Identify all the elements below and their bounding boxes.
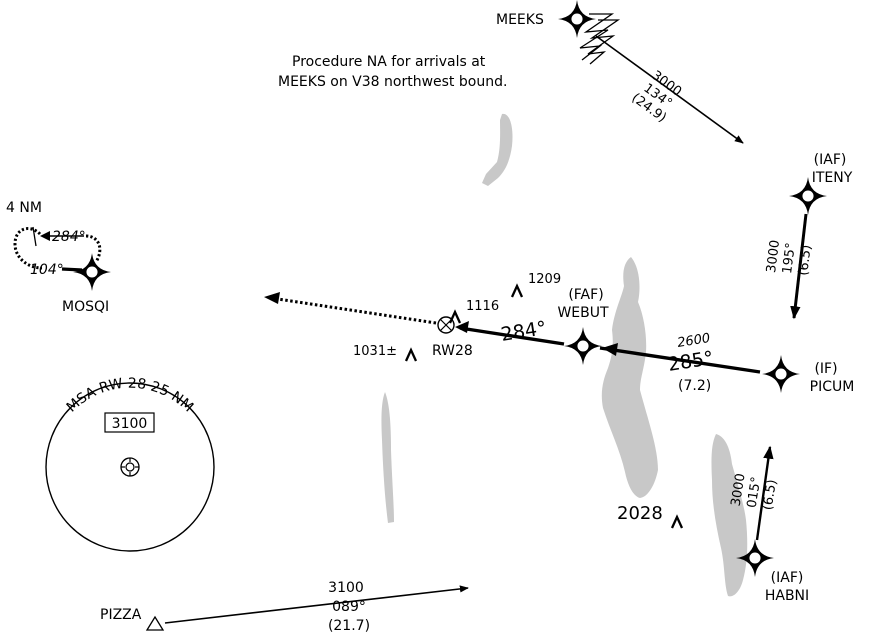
leg-picum-webut-course: 285° — [666, 347, 715, 376]
leg-habni-picum-course: 015° — [745, 476, 765, 509]
fix-pizza[interactable]: PIZZA — [100, 607, 165, 631]
leg-iteny-picum-course: 195° — [780, 242, 799, 275]
leg-iteny-picum-distance: (6.5) — [796, 244, 815, 276]
leg-meeks-iteny-info: 3000 134° (24.9) — [629, 68, 685, 126]
four-point-star-fix-icon — [72, 252, 112, 292]
hold-outbound-course: 104° — [30, 262, 64, 278]
leg-picum-webut-distance: (7.2) — [678, 378, 711, 394]
obstacle-caret-icon — [670, 515, 684, 530]
msa-circle: MSA RW 28 25 NM 3100 — [45, 376, 215, 552]
fix-picum-name: PICUM — [810, 379, 855, 395]
fix-pizza-name: PIZZA — [100, 607, 142, 623]
msa-altitude: 3100 — [112, 416, 148, 432]
leg-habni-picum-distance: (6.5) — [760, 478, 780, 511]
lake-west-strip — [381, 392, 394, 523]
obstacle-1209: 1209 — [510, 272, 561, 299]
vor-triangle-icon — [145, 615, 165, 631]
route-pizza — [164, 585, 469, 624]
route-picum-webut — [599, 346, 761, 374]
intermediate-arrowhead — [602, 343, 618, 356]
fix-meeks-name: MEEKS — [496, 12, 544, 28]
obstacle-caret-icon — [510, 284, 524, 299]
fix-iteny-role: (IAF) — [814, 152, 847, 168]
four-point-star-fix-icon — [557, 0, 597, 39]
lake-north — [482, 113, 513, 186]
hold-distance-tick — [32, 226, 37, 247]
fix-iteny[interactable]: (IAF) ITENY — [788, 152, 853, 216]
obstacle-1116-elevation: 1116 — [466, 299, 499, 314]
hold-inbound-course: 284° — [52, 229, 86, 245]
fix-iteny-name: ITENY — [812, 170, 853, 186]
four-point-star-fix-icon — [761, 354, 801, 394]
route-meeks-iteny — [595, 35, 744, 144]
leg-pizza-course: 089° — [332, 599, 366, 615]
fix-meeks[interactable]: MEEKS — [496, 0, 597, 39]
route-webut-rw28 — [459, 326, 565, 346]
leg-habni-picum-altitude: 3000 — [729, 472, 749, 507]
missed-approach-arrow — [264, 292, 280, 304]
msa-title: MSA RW 28 25 NM — [64, 376, 197, 416]
zigzag-break-icon-2 — [587, 19, 621, 65]
hold-inbound-arrow — [40, 231, 50, 241]
leg-iteny-picum-altitude: 3000 — [764, 239, 783, 274]
leg-iteny-picum-info: 3000 195° (6.5) — [764, 239, 815, 276]
four-point-star-fix-icon — [563, 326, 603, 366]
obstacle-1209-elevation: 1209 — [528, 272, 561, 287]
obstacle-2028: 2028 — [617, 503, 684, 530]
leg-habni-picum-info: 3000 015° (6.5) — [729, 472, 780, 511]
fix-habni-role: (IAF) — [771, 570, 804, 586]
obstacle-1031-elevation: 1031± — [353, 344, 397, 359]
obstacle-1031: 1031± — [353, 344, 418, 363]
hold-outbound-leg — [61, 267, 83, 272]
fix-mosqi-name: MOSQI — [62, 299, 109, 315]
obstacle-2028-elevation: 2028 — [617, 503, 663, 524]
final-arrowhead — [455, 321, 469, 333]
hold-distance: 4 NM — [6, 200, 42, 216]
procedure-note-line1: Procedure NA for arrivals at — [292, 54, 486, 70]
leg-picum-webut-altitude: 2600 — [676, 331, 711, 351]
route-iteny-picum — [790, 213, 808, 320]
leg-pizza-altitude: 3100 — [328, 580, 364, 596]
lake-central — [601, 257, 658, 498]
obstacle-1116: 1116 — [448, 299, 499, 325]
fix-mosqi[interactable]: MOSQI — [62, 252, 112, 315]
hold-pattern — [13, 227, 102, 270]
fix-webut-name: WEBUT — [557, 305, 609, 321]
leg-pizza-distance: (21.7) — [328, 618, 370, 634]
lake-east — [711, 434, 748, 597]
msa-altitude-box — [104, 412, 155, 433]
vor-compass-icon — [120, 457, 140, 477]
missed-approach-path — [277, 297, 437, 325]
obstacle-caret-icon — [404, 348, 418, 363]
fix-webut[interactable]: (FAF) WEBUT — [557, 287, 609, 366]
runway-threshold-label: RW28 — [432, 343, 473, 359]
route-habni-picum — [755, 445, 774, 541]
fix-habni-name: HABNI — [765, 588, 809, 604]
fix-picum-role: (IF) — [814, 361, 837, 377]
obstacle-caret-icon — [448, 310, 462, 325]
fix-picum[interactable]: (IF) PICUM — [761, 354, 855, 395]
fix-habni[interactable]: (IAF) HABNI — [735, 538, 809, 604]
fix-webut-role: (FAF) — [568, 287, 603, 303]
procedure-note-line2: MEEKS on V38 northwest bound. — [278, 74, 507, 90]
